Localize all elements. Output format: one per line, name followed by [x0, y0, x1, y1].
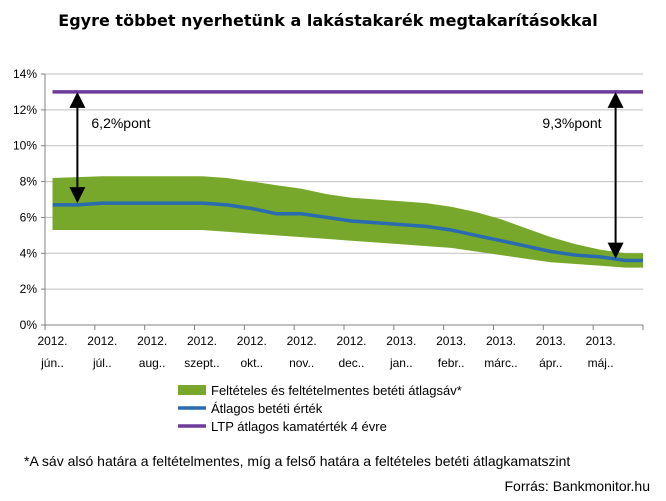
- x-tick-label-year: 2012.: [187, 334, 217, 348]
- x-tick-label-year: 2013.: [586, 334, 616, 348]
- x-tick-label-month: máj..: [588, 356, 614, 370]
- x-tick-label-year: 2013.: [386, 334, 416, 348]
- x-tick-label-month: márc..: [484, 356, 517, 370]
- chart-title: Egyre többet nyerhetünk a lakástakarék m…: [58, 11, 597, 30]
- legend-label-band: Feltételes és feltételmentes betéti átla…: [211, 383, 462, 398]
- x-tick-label-month: jún..: [40, 356, 64, 370]
- x-tick-label-year: 2012.: [137, 334, 167, 348]
- legend-label-line: Átlagos betéti érték: [211, 401, 323, 416]
- source-credit: Forrás: Bankmonitor.hu: [504, 478, 650, 494]
- x-tick-label-year: 2013.: [536, 334, 566, 348]
- axes: 0% 2% 4% 6% 8% 10% 12% 14% 2012. jún.. 2012. júl.. 2…: [13, 67, 644, 370]
- legend: Feltételes és feltételmentes betéti átla…: [178, 383, 462, 434]
- x-tick-label-year: 2013.: [486, 334, 516, 348]
- x-tick-label-year: 2012.: [87, 334, 117, 348]
- y-tick-label: 12%: [13, 103, 37, 117]
- y-tick-label: 8%: [20, 175, 38, 189]
- plot-area: 6,2%pont 9,3%pont: [52, 90, 643, 268]
- x-tick-label-year: 2012.: [37, 334, 67, 348]
- x-tick-label-month: jan..: [389, 356, 413, 370]
- x-tick-label-month: ápr..: [539, 356, 562, 370]
- x-tick-label-month: nov..: [289, 356, 314, 370]
- y-tick-label: 4%: [20, 246, 38, 260]
- x-tick-label-month: dec..: [338, 356, 364, 370]
- y-tick-label: 14%: [13, 67, 37, 81]
- x-tick-label-month: febr..: [438, 356, 465, 370]
- x-tick-label-year: 2013.: [436, 334, 466, 348]
- legend-swatch-band: [178, 385, 206, 395]
- x-tick-label-month: szept..: [184, 356, 219, 370]
- spread-label: 6,2%pont: [91, 115, 150, 131]
- spread-label: 9,3%pont: [542, 115, 601, 131]
- x-tick-label-year: 2012.: [237, 334, 267, 348]
- x-tick-label-month: aug..: [139, 356, 166, 370]
- x-tick-label-year: 2012.: [336, 334, 366, 348]
- y-tick-label: 10%: [13, 139, 37, 153]
- average-deposit-line: [52, 201, 643, 263]
- footnote: *A sáv alsó határa a feltételmentes, míg…: [24, 453, 571, 469]
- y-tick-label: 0%: [20, 318, 38, 332]
- x-tick-label-year: 2012.: [287, 334, 317, 348]
- x-tick-label-month: júl..: [92, 356, 112, 370]
- y-tick-label: 2%: [20, 282, 38, 296]
- legend-label-line: LTP átlagos kamatérték 4 évre: [211, 419, 387, 434]
- y-tick-label: 6%: [20, 210, 38, 224]
- x-tick-label-month: okt..: [240, 356, 263, 370]
